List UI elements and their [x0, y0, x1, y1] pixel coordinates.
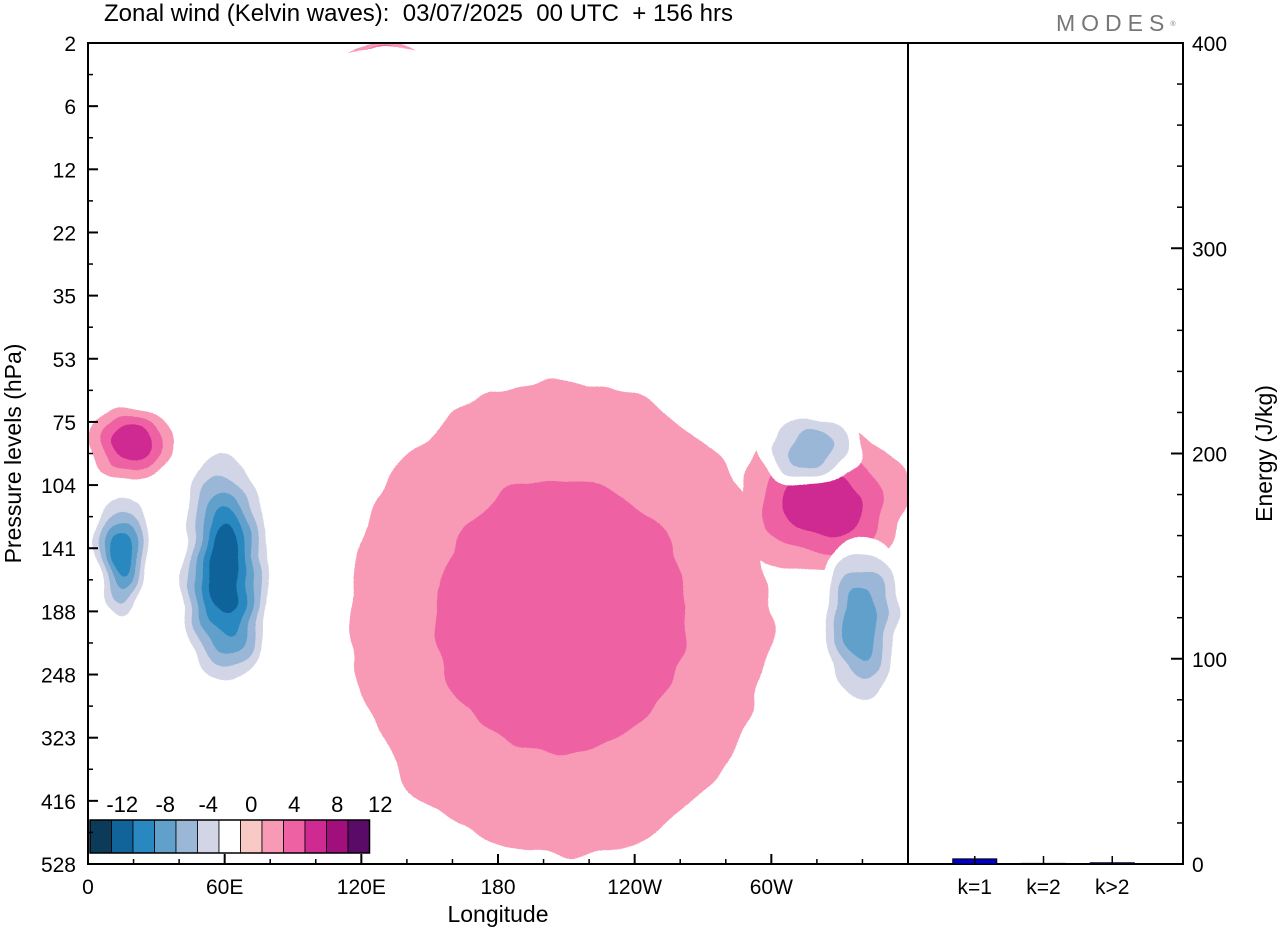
- colorbar: -12 -8 -4 0 4 8 12: [88, 790, 392, 860]
- y-tick-label: 323: [41, 728, 76, 751]
- x-tick-label: 180: [480, 876, 515, 899]
- x-tick-label: 60E: [206, 876, 243, 899]
- y-tick-label: 22: [53, 222, 76, 245]
- energy-y-tick-label: 300: [1192, 238, 1227, 261]
- y-tick-label: 12: [53, 159, 76, 182]
- colorbar-label: 12: [368, 792, 392, 817]
- colorbar-swatch: [326, 819, 349, 854]
- contour-negative-12: [208, 526, 241, 612]
- x-axis-label: Longitude: [447, 901, 548, 927]
- y-axis-label: Pressure levels (hPa): [0, 344, 26, 564]
- colorbar-swatch: [283, 819, 306, 854]
- colorbar-label: 0: [245, 792, 257, 817]
- chart-title: Zonal wind (Kelvin waves): 03/07/2025 00…: [104, 0, 733, 27]
- y-tick-label: 75: [53, 412, 76, 435]
- y-tick-label: 416: [41, 791, 76, 814]
- x-tick-label: 0: [82, 876, 94, 899]
- y-tick-label: 528: [41, 854, 76, 877]
- modes-logo: MODES®: [1056, 10, 1176, 36]
- colorbar-swatch: [175, 819, 198, 854]
- y-tick-label: 6: [64, 96, 76, 119]
- wind-contour-field: [88, 43, 908, 855]
- contour-layers: [88, 43, 908, 855]
- colorbar-border: [89, 819, 371, 854]
- colorbar-label: 8: [331, 792, 343, 817]
- x-tick-label: 60W: [750, 876, 793, 899]
- y-tick-label: 248: [41, 665, 76, 688]
- x-tick-label: 120W: [607, 876, 662, 899]
- energy-category-label: k=1: [958, 876, 992, 899]
- energy-bars: 0 100 200 300 400 Energy (J/kg) k=1 k=2 k>2: [952, 33, 1277, 899]
- contour-positive-6: [783, 469, 862, 536]
- colorbar-label: -8: [155, 792, 175, 817]
- colorbar-swatch: [347, 819, 370, 854]
- colorbar-label: -12: [106, 792, 138, 817]
- axes: 2 6 12 22 35 53 75 104 141 188 248 323 416 528 Pressur…: [0, 33, 1184, 927]
- colorbar-swatch: [261, 819, 284, 854]
- colorbar-swatch: [240, 819, 263, 854]
- y-tick-label: 53: [53, 349, 76, 372]
- colorbar-swatch: [304, 819, 327, 854]
- contour-negative-10: [110, 531, 134, 580]
- energy-y-tick-label: 200: [1192, 444, 1227, 467]
- colorbar-label: -4: [198, 792, 218, 817]
- contour-negative-8: [844, 586, 880, 657]
- energy-category-label: k>2: [1095, 876, 1129, 899]
- colorbar-swatch: [111, 819, 134, 854]
- colorbar-swatch: [218, 819, 241, 854]
- energy-y-tick-label: 0: [1192, 854, 1204, 877]
- y-tick-label: 188: [41, 601, 76, 624]
- y-tick-label: 35: [53, 286, 76, 309]
- energy-frame: [907, 42, 1184, 865]
- colorbar-swatch: [154, 819, 177, 854]
- registered-mark: ®: [1170, 21, 1176, 28]
- y-tick-label: 104: [41, 475, 76, 498]
- contour-negative-6: [787, 430, 835, 465]
- energy-y-tick-label: 400: [1192, 33, 1227, 56]
- contour-positive-4: [436, 478, 685, 758]
- energy-category-label: k=2: [1026, 876, 1060, 899]
- y-tick-label: 2: [64, 33, 76, 56]
- colorbar-swatch: [89, 819, 112, 854]
- y-tick-label: 141: [41, 538, 76, 561]
- logo-text: MODES: [1056, 10, 1171, 36]
- colorbar-swatch: [197, 819, 220, 854]
- energy-axis-label: Energy (J/kg): [1251, 385, 1277, 522]
- contour-positive-6: [111, 427, 151, 459]
- x-tick-label: 120E: [337, 876, 386, 899]
- energy-y-tick-label: 100: [1192, 649, 1227, 672]
- contour-negative-2: [88, 43, 908, 316]
- colorbar-label: 4: [288, 792, 300, 817]
- colorbar-swatch: [132, 819, 155, 854]
